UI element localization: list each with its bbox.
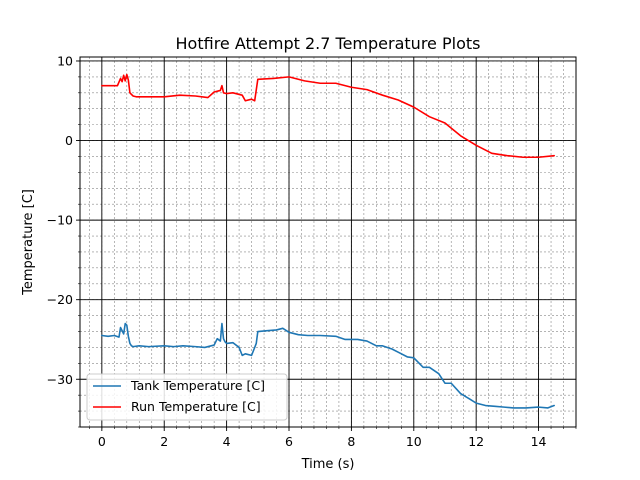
y-tick-label: −30 <box>47 372 73 387</box>
chart-title: Hotfire Attempt 2.7 Temperature Plots <box>176 34 481 53</box>
series-line-run-temperature <box>101 73 555 159</box>
axis-ticks <box>76 60 577 431</box>
x-tick-label: 10 <box>406 434 422 449</box>
y-axis-label: Temperature [C] <box>21 189 36 296</box>
x-tick-label: 6 <box>285 434 293 449</box>
plot-frame <box>79 56 577 428</box>
x-tick-label: 8 <box>347 434 355 449</box>
x-tick-label: 0 <box>98 434 106 449</box>
y-tick-label: 0 <box>65 133 73 148</box>
x-axis-label: Time (s) <box>301 457 355 472</box>
legend: Tank Temperature [C] Run Temperature [C] <box>86 373 288 421</box>
x-tick-label: 14 <box>531 434 547 449</box>
series-layer <box>101 73 555 409</box>
legend-label-run: Run Temperature [C] <box>131 399 261 414</box>
y-tick-label: −20 <box>47 292 73 307</box>
x-tick-label: 12 <box>468 434 484 449</box>
x-tick-label: 2 <box>160 434 168 449</box>
tick-labels: 0 2 4 6 8 10 12 14 10 0 −10 −20 −30 <box>47 53 547 449</box>
y-tick-label: 10 <box>57 53 73 68</box>
major-grid <box>80 57 576 427</box>
legend-label-tank: Tank Temperature [C] <box>130 378 265 393</box>
minor-grid <box>80 57 577 428</box>
legend-box <box>86 373 288 421</box>
series-line-tank-temperature <box>101 322 555 409</box>
x-tick-label: 4 <box>223 434 231 449</box>
y-tick-label: −10 <box>47 213 73 228</box>
